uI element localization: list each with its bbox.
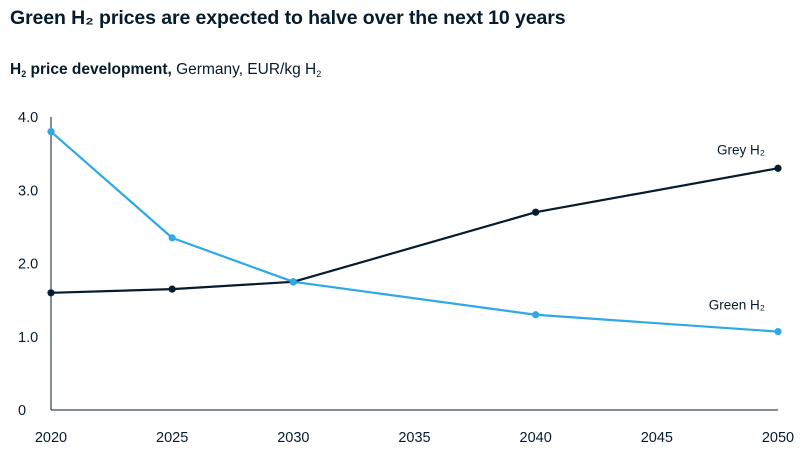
- data-point: [47, 289, 55, 297]
- subtitle-rest: Germany, EUR/kg H: [171, 61, 317, 78]
- chart-title: Green H₂ prices are expected to halve ov…: [10, 7, 566, 29]
- x-tick-label: 2030: [277, 430, 309, 446]
- axes: 0 1.0 2.0 3.0 4.0 2020 2025 2030 2035 2040 2045 205…: [18, 110, 794, 446]
- x-tick-label: 2020: [35, 430, 67, 446]
- data-point: [168, 234, 176, 242]
- series-labels: Grey H₂ Green H₂: [709, 142, 765, 312]
- data-point: [774, 328, 782, 336]
- y-tick-label: 4.0: [18, 110, 38, 126]
- series-lines: [50, 130, 779, 333]
- x-tick-label: 2040: [520, 430, 552, 446]
- y-tick-label: 2.0: [18, 257, 38, 273]
- data-point: [774, 164, 782, 172]
- series-line: [50, 167, 779, 294]
- subtitle-h-subscript: 2: [21, 69, 27, 79]
- series-label: Green H₂: [709, 298, 765, 313]
- x-tick-label: 2050: [762, 430, 794, 446]
- x-tick-label: 2045: [641, 430, 673, 446]
- subtitle-bold-rest: price development,: [26, 61, 172, 78]
- y-tick-label: 0: [18, 403, 26, 419]
- subtitle-unit-subscript: 2: [316, 69, 322, 79]
- data-point: [168, 285, 176, 293]
- y-tick-label: 1.0: [18, 330, 38, 346]
- series-line: [50, 130, 779, 333]
- data-point: [289, 278, 297, 286]
- series-points: [47, 128, 782, 336]
- subtitle-h: H: [10, 61, 22, 78]
- data-point: [532, 311, 540, 319]
- y-tick-label: 3.0: [18, 183, 38, 199]
- data-point: [532, 208, 540, 216]
- chart-subtitle: H2 price development, Germany, EUR/kg H2: [10, 61, 321, 79]
- subtitle-bold: H2 price development,: [10, 61, 172, 79]
- series-label: Grey H₂: [717, 142, 765, 157]
- x-tick-label: 2025: [156, 430, 188, 446]
- data-point: [47, 128, 55, 136]
- x-tick-label: 2035: [398, 430, 430, 446]
